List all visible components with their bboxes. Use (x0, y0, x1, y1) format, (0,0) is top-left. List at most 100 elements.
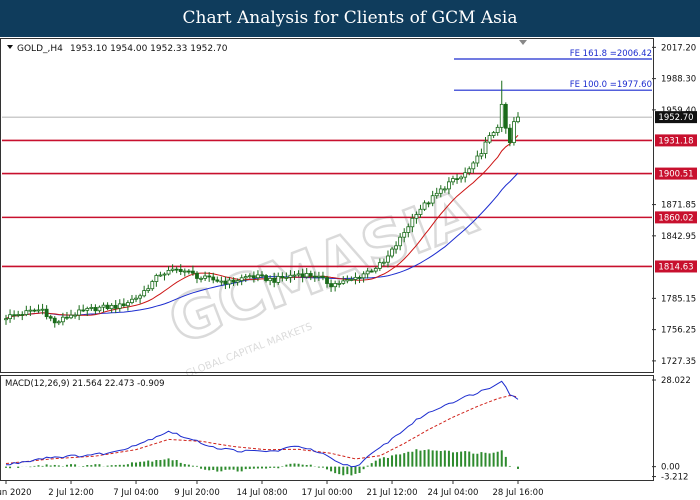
candle (89, 303, 94, 311)
candle-body (199, 277, 203, 280)
candle (97, 305, 102, 313)
candle-body (455, 178, 459, 181)
candle (507, 124, 512, 147)
candle-body (386, 255, 390, 263)
candle (85, 306, 90, 316)
candle (451, 175, 455, 186)
candle (288, 270, 293, 283)
x-tick-label: 9 Jul 20:00 (174, 488, 220, 498)
candle-body (422, 202, 427, 210)
candle-body (203, 275, 208, 279)
candle (398, 233, 403, 251)
candle (321, 271, 325, 281)
candle (487, 132, 492, 144)
level-tag-label: 1931.18 (658, 136, 693, 146)
candle-body (93, 307, 98, 312)
candle (260, 271, 264, 279)
candle (329, 279, 333, 292)
candle (390, 246, 394, 259)
candle (503, 102, 508, 134)
candle-body (312, 275, 317, 278)
candle (24, 305, 29, 317)
candle-body (377, 262, 382, 269)
candle-body (20, 314, 25, 316)
candle (422, 200, 427, 211)
candle (491, 130, 496, 139)
candle-body (227, 279, 232, 285)
y-axis: 2017.20 1988.30 1959.40 1871.85 1842.95 1785.… (652, 43, 696, 367)
candle (292, 270, 297, 280)
candle-body (191, 270, 195, 274)
candle (430, 190, 435, 207)
level-tag (655, 167, 697, 180)
candle-body (60, 316, 65, 323)
page-title: Chart Analysis for Clients of GCM Asia (0, 0, 700, 37)
candle (467, 166, 472, 176)
candle (434, 187, 439, 199)
candle-body (52, 317, 57, 324)
candle (475, 150, 480, 167)
candle-body (247, 275, 252, 278)
macd-tick-label: -3.212 (661, 473, 688, 483)
candle-body (438, 188, 443, 194)
candle-body (349, 279, 354, 281)
candle-body (365, 270, 370, 275)
candle (8, 309, 12, 323)
candle-body (451, 178, 455, 183)
candle-body (170, 268, 175, 271)
x-tick-label: 29 Jun 2020 (0, 488, 32, 498)
y-tick-label: 1842.95 (661, 232, 696, 242)
fibo-label: FE 100.0 =1977.60 (570, 80, 652, 90)
candle (264, 274, 268, 283)
candle (316, 271, 321, 281)
candle (93, 304, 98, 315)
candle-body (329, 283, 333, 288)
candle (516, 112, 520, 124)
candle-body (292, 274, 297, 277)
candle (134, 294, 138, 303)
candle (418, 204, 423, 218)
candle (325, 275, 329, 288)
candle-body (121, 303, 126, 307)
candle (300, 268, 305, 283)
candle (44, 305, 49, 320)
y-tick-label: 1959.40 (661, 106, 696, 116)
candle-body (182, 270, 187, 273)
candle-body (36, 309, 41, 312)
candle (109, 303, 114, 313)
candle (349, 276, 354, 282)
macd-tick-label: 28.022 (661, 376, 691, 386)
candle-body (207, 275, 212, 278)
candle (353, 272, 358, 285)
candle (438, 185, 443, 198)
y-tick-label: 1988.30 (661, 75, 696, 85)
candle-body (195, 272, 199, 279)
dropdown-arrow-icon[interactable] (7, 45, 13, 49)
candle-body (304, 273, 309, 278)
candle (312, 271, 317, 282)
level-tag (655, 211, 697, 224)
candle-body (390, 248, 394, 257)
candle-body (48, 316, 53, 319)
x-tick-label: 17 Jul 00:00 (302, 488, 353, 498)
candle (12, 310, 17, 320)
candle-body (402, 232, 407, 238)
level-tag-label: 1860.02 (658, 213, 693, 223)
candle (272, 272, 277, 288)
candle (130, 295, 134, 305)
current-price-tag (655, 111, 697, 124)
candle (406, 223, 411, 238)
candle-body (69, 314, 73, 319)
candle (195, 271, 199, 284)
candle-body (434, 192, 439, 197)
candle-body (85, 308, 90, 311)
candle (150, 279, 155, 291)
candle-body (284, 277, 289, 279)
candle (158, 271, 163, 277)
candle (304, 267, 309, 279)
candle-body (463, 172, 468, 178)
candle-body (16, 314, 21, 316)
candle (101, 302, 106, 313)
candle (394, 241, 398, 254)
candle (231, 277, 236, 286)
